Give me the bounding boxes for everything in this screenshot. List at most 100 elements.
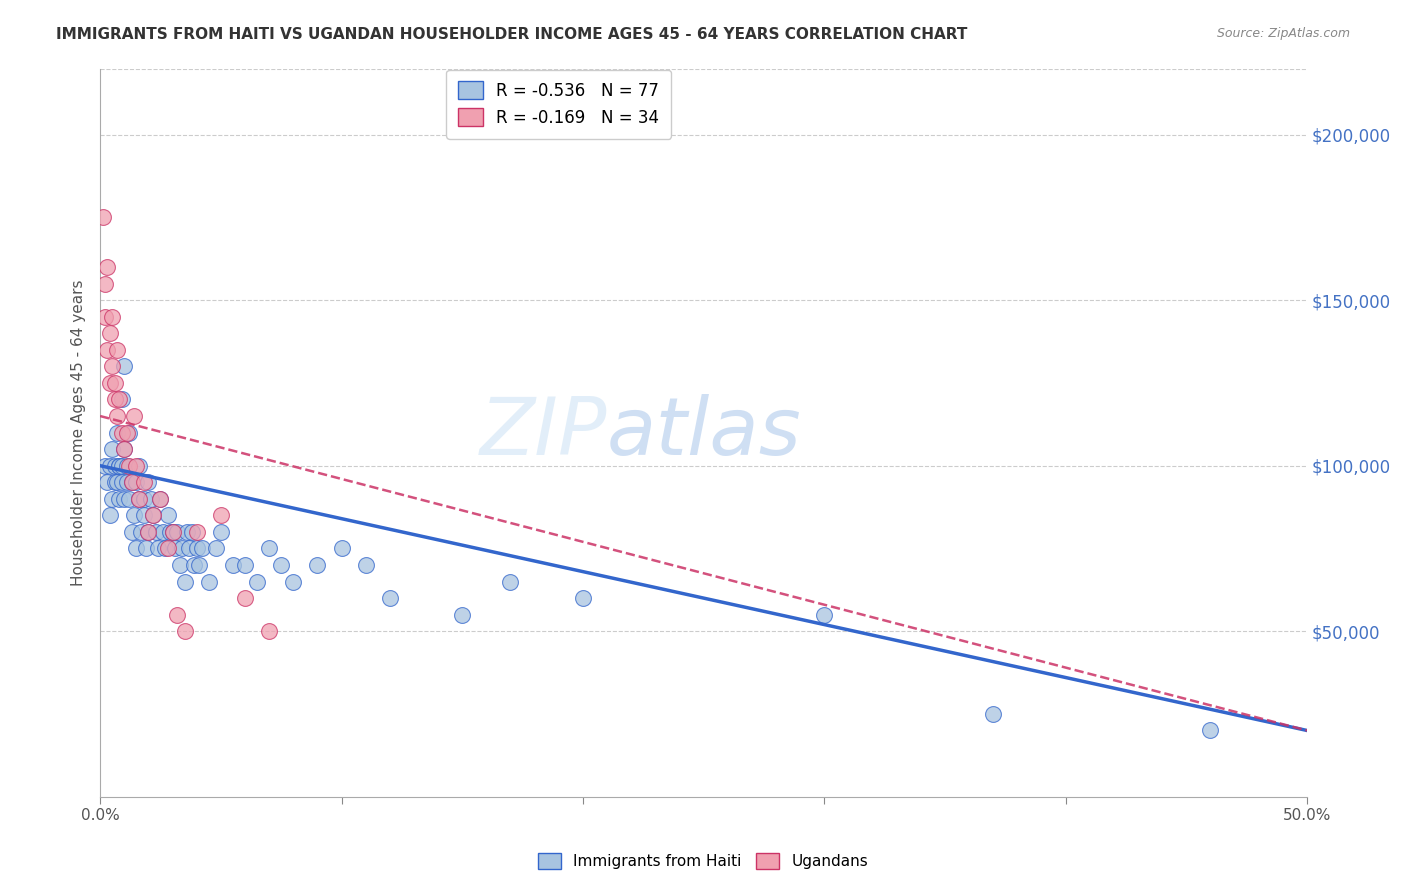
- Point: [115, 458, 138, 473]
- Point: [209, 524, 232, 539]
- Point: [146, 541, 169, 556]
- Point: [188, 558, 211, 572]
- Point: [125, 475, 148, 490]
- Point: [378, 591, 401, 606]
- Point: [176, 524, 198, 539]
- Point: [118, 491, 141, 506]
- Point: [111, 425, 134, 440]
- Point: [283, 574, 305, 589]
- Point: [111, 458, 134, 473]
- Point: [142, 508, 165, 523]
- Point: [173, 574, 195, 589]
- Point: [121, 524, 143, 539]
- Point: [129, 524, 152, 539]
- Point: [122, 508, 145, 523]
- Point: [108, 458, 131, 473]
- Point: [112, 491, 135, 506]
- Point: [128, 491, 150, 506]
- Point: [166, 524, 188, 539]
- Point: [111, 392, 134, 407]
- Point: [257, 624, 280, 639]
- Point: [96, 475, 118, 490]
- Point: [91, 211, 114, 225]
- Point: [205, 541, 228, 556]
- Point: [96, 343, 118, 357]
- Point: [180, 524, 202, 539]
- Point: [162, 524, 184, 539]
- Point: [190, 541, 212, 556]
- Point: [115, 475, 138, 490]
- Point: [115, 425, 138, 440]
- Point: [149, 491, 172, 506]
- Point: [135, 541, 157, 556]
- Point: [152, 524, 174, 539]
- Point: [139, 491, 162, 506]
- Point: [108, 392, 131, 407]
- Point: [108, 458, 131, 473]
- Text: Source: ZipAtlas.com: Source: ZipAtlas.com: [1216, 27, 1350, 40]
- Point: [121, 475, 143, 490]
- Point: [94, 277, 117, 291]
- Point: [121, 475, 143, 490]
- Point: [270, 558, 292, 572]
- Point: [499, 574, 522, 589]
- Point: [128, 458, 150, 473]
- Point: [138, 524, 160, 539]
- Point: [222, 558, 245, 572]
- Point: [186, 524, 208, 539]
- Point: [98, 458, 121, 473]
- Point: [104, 458, 127, 473]
- Point: [101, 442, 124, 457]
- Point: [451, 607, 474, 622]
- Point: [132, 491, 155, 506]
- Point: [125, 541, 148, 556]
- Point: [155, 541, 177, 556]
- Text: IMMIGRANTS FROM HAITI VS UGANDAN HOUSEHOLDER INCOME AGES 45 - 64 YEARS CORRELATI: IMMIGRANTS FROM HAITI VS UGANDAN HOUSEHO…: [56, 27, 967, 42]
- Point: [118, 458, 141, 473]
- Point: [112, 442, 135, 457]
- Point: [122, 409, 145, 423]
- Point: [172, 541, 194, 556]
- Point: [257, 541, 280, 556]
- Point: [138, 475, 160, 490]
- Point: [112, 359, 135, 374]
- Point: [233, 558, 256, 572]
- Point: [354, 558, 377, 572]
- Point: [163, 541, 186, 556]
- Point: [149, 491, 172, 506]
- Point: [209, 508, 232, 523]
- Point: [111, 475, 134, 490]
- Point: [112, 442, 135, 457]
- Point: [125, 458, 148, 473]
- Point: [186, 541, 208, 556]
- Point: [156, 508, 179, 523]
- Point: [179, 541, 201, 556]
- Point: [104, 376, 127, 390]
- Text: ZIP: ZIP: [479, 393, 607, 472]
- Point: [101, 310, 124, 324]
- Point: [166, 607, 188, 622]
- Point: [307, 558, 329, 572]
- Point: [105, 409, 128, 423]
- Point: [128, 491, 150, 506]
- Point: [813, 607, 835, 622]
- Point: [572, 591, 595, 606]
- Point: [101, 359, 124, 374]
- Point: [246, 574, 269, 589]
- Point: [105, 425, 128, 440]
- Point: [101, 491, 124, 506]
- Point: [132, 475, 155, 490]
- Point: [233, 591, 256, 606]
- Point: [197, 574, 219, 589]
- Point: [981, 706, 1004, 721]
- Point: [145, 524, 167, 539]
- Text: atlas: atlas: [607, 393, 801, 472]
- Point: [156, 541, 179, 556]
- Point: [132, 508, 155, 523]
- Point: [183, 558, 205, 572]
- Point: [98, 376, 121, 390]
- Point: [330, 541, 353, 556]
- Legend: Immigrants from Haiti, Ugandans: Immigrants from Haiti, Ugandans: [531, 847, 875, 875]
- Y-axis label: Householder Income Ages 45 - 64 years: Householder Income Ages 45 - 64 years: [72, 279, 86, 586]
- Point: [142, 508, 165, 523]
